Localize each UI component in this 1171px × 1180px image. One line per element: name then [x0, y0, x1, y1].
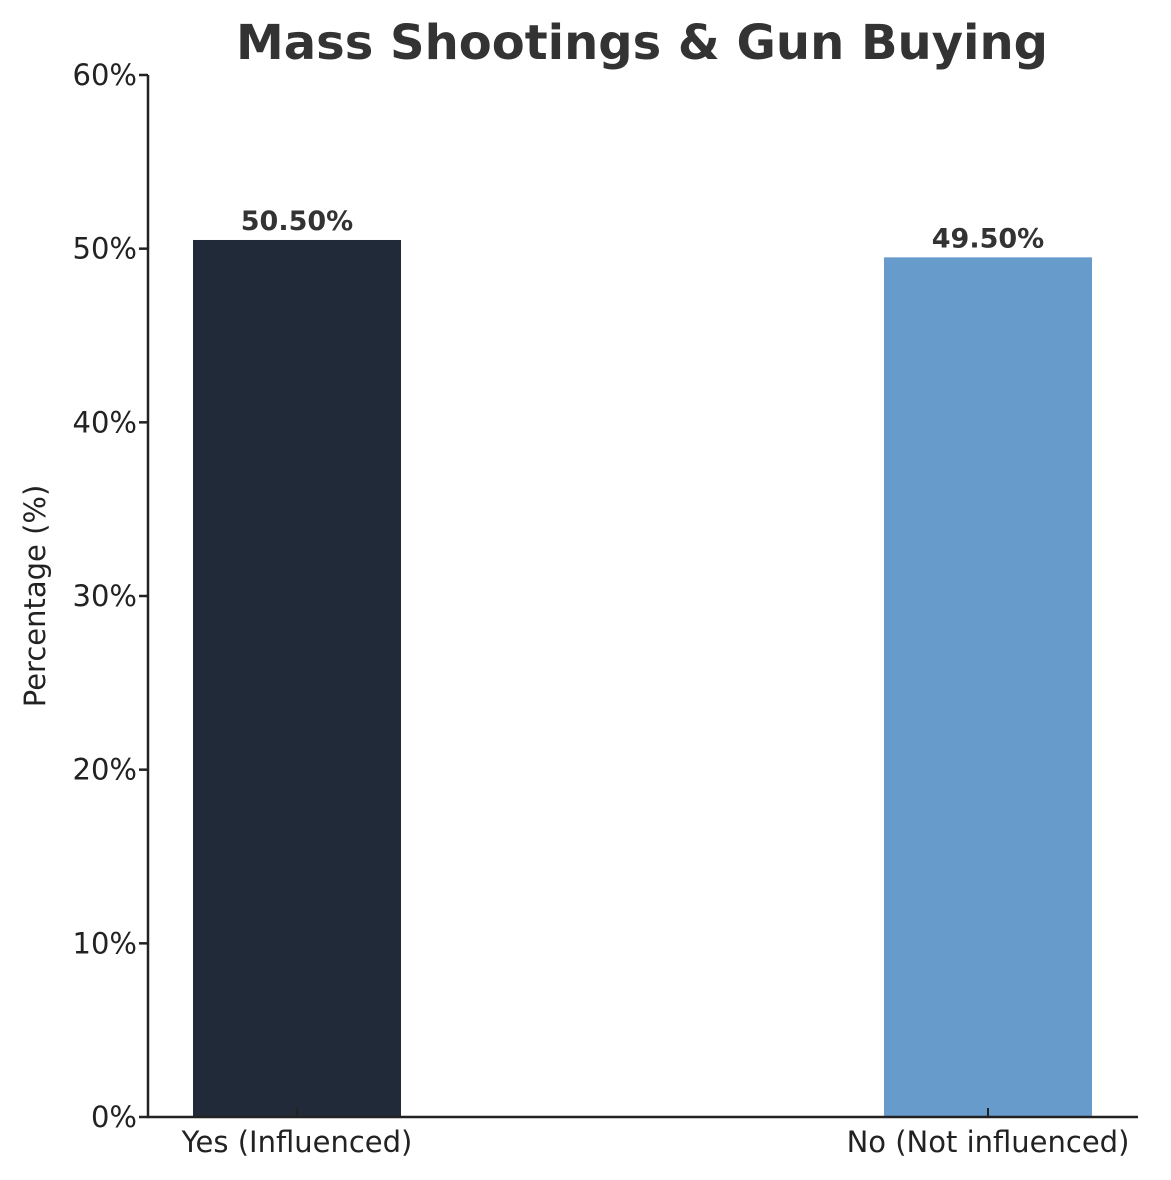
x-tick-label-0: Yes (Influenced)	[181, 1125, 413, 1159]
y-tick-label-0: 0%	[91, 1100, 137, 1134]
bars-group	[193, 239, 1092, 1118]
y-tick-label-1: 10%	[73, 926, 137, 960]
y-tick-label-4: 40%	[73, 405, 137, 439]
data-labels-group: 50.50% 49.50%	[241, 206, 1044, 254]
x-tick-label-1: No (Not influenced)	[847, 1125, 1130, 1159]
y-tick-label-5: 50%	[73, 232, 137, 266]
chart-title: Mass Shootings & Gun Buying	[236, 15, 1048, 71]
bar-1	[884, 257, 1092, 1118]
data-label-1: 49.50%	[932, 223, 1044, 254]
data-label-0: 50.50%	[241, 206, 353, 237]
x-ticks-group: Yes (Influenced) No (Not influenced)	[181, 1108, 1130, 1159]
bar-0	[193, 239, 401, 1117]
y-ticks-group: 0% 10% 20% 30% 40% 50% 60%	[73, 58, 148, 1134]
y-tick-label-2: 20%	[73, 753, 137, 787]
y-axis-label: Percentage (%)	[18, 485, 52, 708]
y-tick-label-3: 30%	[73, 579, 137, 613]
y-tick-label-6: 60%	[73, 58, 137, 92]
